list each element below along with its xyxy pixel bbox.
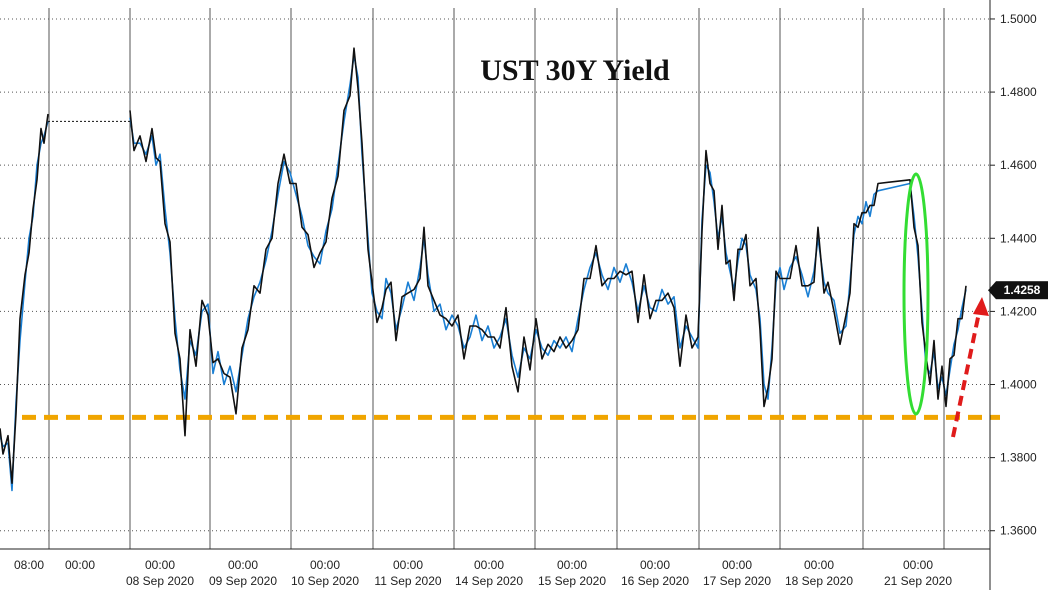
y-tick-label: 1.3600 bbox=[1000, 524, 1037, 538]
x-tick-label-date: 15 Sep 2020 bbox=[538, 574, 606, 588]
x-tick-label-time: 00:00 bbox=[310, 558, 340, 572]
x-tick-label-date: 17 Sep 2020 bbox=[703, 574, 771, 588]
x-tick-label-time: 00:00 bbox=[145, 558, 175, 572]
x-tick-label-date: 11 Sep 2020 bbox=[374, 574, 441, 588]
chart-title: UST 30Y Yield bbox=[480, 54, 670, 87]
x-tick-label-time: 00:00 bbox=[65, 558, 95, 572]
x-tick-label-date: 14 Sep 2020 bbox=[455, 574, 523, 588]
x-tick-label-date: 16 Sep 2020 bbox=[621, 574, 689, 588]
y-tick-label: 1.3800 bbox=[1000, 451, 1037, 465]
x-tick-label-date: 18 Sep 2020 bbox=[785, 574, 853, 588]
x-tick-label-date: 21 Sep 2020 bbox=[884, 574, 952, 588]
annotations bbox=[902, 172, 989, 438]
y-tick-label: 1.4400 bbox=[1000, 231, 1037, 245]
series-group bbox=[0, 47, 967, 492]
last-value-label: 1.4258 bbox=[1004, 283, 1041, 297]
last-value-pointer bbox=[988, 281, 996, 300]
grid bbox=[0, 8, 990, 549]
x-tick-label-time: 00:00 bbox=[557, 558, 587, 572]
x-tick-label-date: 09 Sep 2020 bbox=[209, 574, 277, 588]
x-tick-label-time: 00:00 bbox=[722, 558, 752, 572]
last-value-badge bbox=[996, 281, 1048, 300]
x-tick-label-time: 08:00 bbox=[14, 558, 44, 572]
y-tick-label: 1.4800 bbox=[1000, 85, 1037, 99]
x-tick-label-time: 00:00 bbox=[474, 558, 504, 572]
x-tick-label-time: 00:00 bbox=[804, 558, 834, 572]
highlight-ellipse bbox=[902, 172, 930, 416]
y-tick-label: 1.5000 bbox=[1000, 12, 1037, 26]
x-tick-label-date: 08 Sep 2020 bbox=[126, 574, 194, 588]
yield-series-line bbox=[0, 54, 967, 492]
trend-arrow-head bbox=[973, 297, 989, 316]
x-tick-label-time: 00:00 bbox=[228, 558, 258, 572]
y-tick-label: 1.4000 bbox=[1000, 378, 1037, 392]
y-tick-label: 1.4200 bbox=[1000, 304, 1037, 318]
x-tick-label-time: 00:00 bbox=[393, 558, 423, 572]
x-tick-label-time: 00:00 bbox=[640, 558, 670, 572]
trend-arrow-shaft bbox=[951, 307, 982, 438]
x-tick-label-date: 10 Sep 2020 bbox=[291, 574, 359, 588]
x-tick-label-time: 00:00 bbox=[903, 558, 933, 572]
y-tick-label: 1.4600 bbox=[1000, 158, 1037, 172]
yield-series-line bbox=[0, 47, 967, 484]
